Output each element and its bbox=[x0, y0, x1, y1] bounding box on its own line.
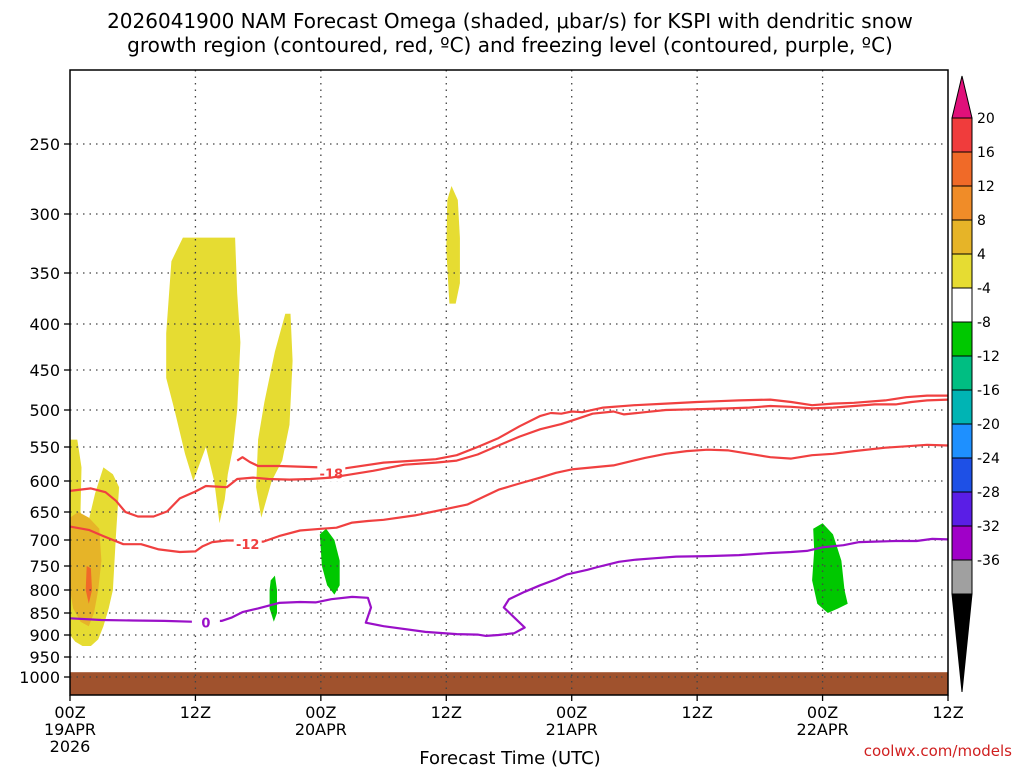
colorbar-label-1: 16 bbox=[977, 145, 995, 161]
y-tick-label-800: 800 bbox=[29, 581, 60, 600]
colorbar-label-12: -32 bbox=[977, 519, 1000, 535]
y-tick-label-850: 850 bbox=[29, 604, 60, 623]
colorbar-segment-4 bbox=[951, 253, 973, 289]
x-tick-label-2-0: 00Z bbox=[305, 703, 336, 722]
ground-layer bbox=[70, 672, 948, 695]
y-tick-label-1000: 1000 bbox=[19, 668, 60, 687]
contour-lines: -18 -12 0 bbox=[69, 394, 949, 638]
y-tick-label-950: 950 bbox=[29, 648, 60, 667]
x-tick-label-3-0: 12Z bbox=[431, 703, 462, 722]
omega-region-2 bbox=[85, 566, 92, 604]
contour-label-bg-0 bbox=[191, 614, 220, 631]
colorbar-segment-9 bbox=[951, 423, 973, 459]
contour-label-bg--12 bbox=[233, 536, 262, 553]
ground-fill bbox=[70, 672, 948, 695]
colorbar-label-6: -8 bbox=[977, 315, 991, 331]
colorbar-label-9: -20 bbox=[977, 417, 1000, 433]
y-tick-label-900: 900 bbox=[29, 626, 60, 645]
x-tick-label-0-2: 2026 bbox=[50, 737, 91, 756]
colorbar: 20 16 12 8 4 -4 -8 -12 -16 -20 -24 -28 -32 -36 bbox=[951, 75, 1000, 693]
y-tick-label-700: 700 bbox=[29, 531, 60, 550]
y-tick-label-550: 550 bbox=[29, 438, 60, 457]
colorbar-segment-10 bbox=[951, 457, 973, 493]
colorbar-segment-13 bbox=[951, 559, 973, 595]
colorbar-label-0: 20 bbox=[977, 111, 995, 127]
y-tick-label-750: 750 bbox=[29, 557, 60, 576]
y-tick-label-600: 600 bbox=[29, 472, 60, 491]
omega-region-5 bbox=[446, 186, 460, 304]
colorbar-label-13: -36 bbox=[977, 553, 1000, 569]
x-tick-label-2-1: 20APR bbox=[295, 720, 347, 739]
y-tick-label-650: 650 bbox=[29, 503, 60, 522]
y-tick-label-300: 300 bbox=[29, 205, 60, 224]
colorbar-segment-8 bbox=[951, 389, 973, 425]
omega-region-6 bbox=[269, 575, 277, 622]
colorbar-segment-5 bbox=[951, 287, 973, 323]
omega-shading bbox=[70, 186, 848, 646]
x-tick-label-5-0: 12Z bbox=[681, 703, 712, 722]
x-tick-label-7-0: 12Z bbox=[932, 703, 963, 722]
plot-frame bbox=[69, 69, 949, 696]
colorbar-segment-2 bbox=[951, 185, 973, 221]
colorbar-bottom-arrow bbox=[951, 593, 973, 693]
y-tick-label-250: 250 bbox=[29, 135, 60, 154]
x-tick-label-4-1: 21APR bbox=[546, 720, 598, 739]
y-tick-label-350: 350 bbox=[29, 264, 60, 283]
colorbar-segment-0 bbox=[951, 117, 973, 153]
contour-label-0: 0 bbox=[201, 617, 210, 632]
grid-lines bbox=[70, 70, 948, 695]
y-tick-label-500: 500 bbox=[29, 401, 60, 420]
colorbar-segment-11 bbox=[951, 491, 973, 527]
x-tick-label-0-0: 00Z bbox=[54, 703, 85, 722]
omega-region-4 bbox=[256, 313, 293, 518]
colorbar-segment-6 bbox=[951, 321, 973, 357]
chart-title-line-1: 2026041900 NAM Forecast Omega (shaded, μ… bbox=[107, 9, 913, 33]
y-axis: 250 300 350 400 450 500 550 600 650 700 750 800 850 9… bbox=[19, 135, 70, 687]
colorbar-segment-3 bbox=[951, 219, 973, 255]
contour-label--18: -18 bbox=[320, 468, 344, 483]
y-tick-label-400: 400 bbox=[29, 315, 60, 334]
colorbar-top-arrow bbox=[951, 75, 973, 119]
colorbar-segment-7 bbox=[951, 355, 973, 391]
chart-title-line-2: growth region (contoured, red, ºC) and f… bbox=[127, 33, 893, 57]
omega-region-7 bbox=[319, 528, 340, 595]
contour-label--12: -12 bbox=[236, 538, 260, 553]
x-tick-label-1-0: 12Z bbox=[180, 703, 211, 722]
x-axis-label: Forecast Time (UTC) bbox=[419, 748, 600, 768]
x-tick-label-6-0: 00Z bbox=[807, 703, 838, 722]
x-tick-label-0-1: 19APR bbox=[44, 720, 96, 739]
colorbar-label-7: -12 bbox=[977, 349, 1000, 365]
omega-region-3 bbox=[166, 237, 241, 524]
omega-region-8 bbox=[812, 523, 848, 613]
colorbar-label-11: -28 bbox=[977, 485, 1000, 501]
colorbar-label-8: -16 bbox=[977, 383, 1000, 399]
y-tick-label-450: 450 bbox=[29, 361, 60, 380]
colorbar-label-4: 4 bbox=[977, 247, 986, 263]
contour-0 bbox=[69, 537, 949, 638]
contour--12 bbox=[69, 443, 949, 554]
colorbar-label-10: -24 bbox=[977, 451, 1000, 467]
x-tick-label-6-1: 22APR bbox=[797, 720, 849, 739]
contour--12a bbox=[69, 398, 949, 518]
colorbar-label-5: -4 bbox=[977, 281, 991, 297]
credit-text: coolwx.com/models bbox=[864, 742, 1012, 760]
colorbar-segment-12 bbox=[951, 525, 973, 561]
colorbar-label-3: 8 bbox=[977, 213, 986, 229]
colorbar-label-2: 12 bbox=[977, 179, 995, 195]
x-tick-label-4-0: 00Z bbox=[556, 703, 587, 722]
colorbar-segment-1 bbox=[951, 151, 973, 187]
